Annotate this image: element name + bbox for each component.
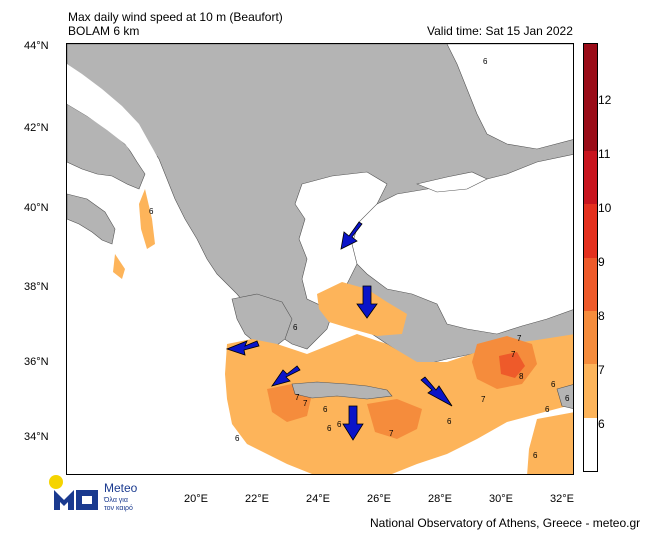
lat-label: 38°N xyxy=(24,281,49,293)
contour-label: 6 xyxy=(323,405,328,414)
colorbar-segment xyxy=(584,44,597,151)
lon-label: 32°E xyxy=(550,493,574,505)
contour-label: 6 xyxy=(447,417,452,426)
contour-label: 6 xyxy=(235,434,240,443)
contour-labels: 6 6 6 7 7 8 7 6 6 7 6 6 7 6 7 6 6 6 6 xyxy=(149,57,570,460)
lat-label: 34°N xyxy=(24,431,49,443)
colorbar-label: 10 xyxy=(598,201,612,215)
contour-label: 6 xyxy=(565,394,570,403)
sea-marmara xyxy=(416,171,488,193)
contour-label: 7 xyxy=(511,350,516,359)
lon-label: 24°E xyxy=(306,493,330,505)
model-name: BOLAM 6 km xyxy=(68,24,140,38)
map-canvas: 6 6 6 7 7 8 7 6 6 7 6 6 7 6 7 6 6 6 6 xyxy=(67,44,573,474)
contour-label: 6 xyxy=(327,424,332,433)
land-crete xyxy=(291,381,393,400)
colorbar-label: 9 xyxy=(598,255,605,269)
arrow-icon xyxy=(356,285,378,319)
colorbar-label: 7 xyxy=(598,363,605,377)
map-panel: 6 6 6 7 7 8 7 6 6 7 6 6 7 6 7 6 6 6 6 xyxy=(66,43,574,475)
contour-label: 8 xyxy=(519,372,524,381)
lon-label: 28°E xyxy=(428,493,452,505)
arrow-icon xyxy=(225,340,260,356)
lon-label: 22°E xyxy=(245,493,269,505)
land-cyprus xyxy=(556,384,573,409)
colorbar-segment xyxy=(584,310,597,365)
contour-label: 6 xyxy=(483,57,488,66)
colorbar-segment xyxy=(584,417,597,471)
colorbar-label: 12 xyxy=(598,93,612,107)
colorbar-segment xyxy=(584,204,597,258)
wind-area-center-strong xyxy=(367,399,422,439)
land-peloponnese xyxy=(231,293,293,350)
contour-label: 7 xyxy=(389,429,394,438)
meteo-logo: Meteo Όλα για τον καιρό xyxy=(46,474,156,514)
colorbar-label: 11 xyxy=(598,147,611,161)
colorbar-label: 8 xyxy=(598,309,605,323)
contour-label: 6 xyxy=(545,405,550,414)
colorbar xyxy=(583,43,598,472)
contour-label: 7 xyxy=(517,334,522,343)
wind-area-rhodes-core xyxy=(499,352,525,378)
sea-black xyxy=(446,44,573,150)
arrow-icon xyxy=(271,365,301,387)
valid-time: Valid time: Sat 15 Jan 2022 xyxy=(427,24,573,38)
colorbar-segment xyxy=(584,150,597,205)
wind-area-adriatic xyxy=(139,189,155,249)
logo-tagline: Όλα για xyxy=(103,497,128,504)
arrow-icon xyxy=(340,221,363,250)
wind-arrows xyxy=(225,221,453,441)
logo-tagline: τον καιρό xyxy=(104,504,133,512)
colorbar-segment xyxy=(584,364,597,418)
map-title: Max daily wind speed at 10 m (Beaufort) xyxy=(68,10,283,24)
sea-adriatic xyxy=(67,64,157,172)
lat-label: 36°N xyxy=(24,356,49,368)
lon-label: 26°E xyxy=(367,493,391,505)
colorbar-label: 6 xyxy=(598,417,605,431)
lon-label: 20°E xyxy=(184,493,208,505)
arrow-icon xyxy=(420,376,453,407)
contour-label: 7 xyxy=(481,395,486,404)
lon-label: 30°E xyxy=(489,493,513,505)
logo-name: Meteo xyxy=(104,481,138,495)
credit-footer: National Observatory of Athens, Greece -… xyxy=(370,516,641,530)
contour-label: 6 xyxy=(551,380,556,389)
contour-label: 6 xyxy=(533,451,538,460)
contour-label: 7 xyxy=(303,399,308,408)
meteo-logo-icon: Meteo Όλα για τον καιρό xyxy=(49,475,138,512)
contour-label: 6 xyxy=(337,420,342,429)
lat-label: 40°N xyxy=(24,202,49,214)
land-calabria xyxy=(67,193,116,245)
wind-area-west xyxy=(113,254,125,279)
arrow-icon xyxy=(342,405,364,441)
contour-label: 6 xyxy=(293,323,298,332)
contour-label: 6 xyxy=(149,207,154,216)
lat-label: 42°N xyxy=(24,122,49,134)
sea-ionian xyxy=(67,244,237,364)
colorbar-segment xyxy=(584,257,597,311)
contour-label: 7 xyxy=(295,393,300,402)
lat-label: 44°N xyxy=(24,40,49,52)
wind-area-southeast xyxy=(527,412,573,474)
